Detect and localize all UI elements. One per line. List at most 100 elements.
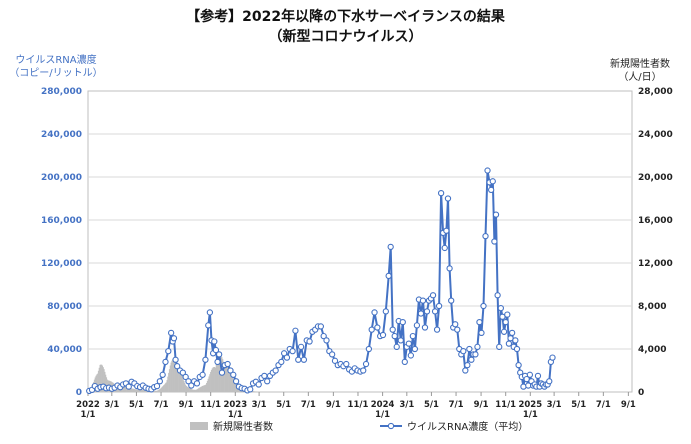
case-bar <box>199 387 201 392</box>
x-tick-label: 7/1 <box>301 400 316 410</box>
rna-data-point <box>482 232 489 240</box>
rna-data-point <box>387 243 394 251</box>
right-tick-label: 8,000 <box>638 302 666 312</box>
case-bar <box>169 365 171 392</box>
case-bar <box>160 387 162 392</box>
right-axis-title-line2: （人/日） <box>618 72 662 83</box>
x-tick-label: 7/1 <box>449 400 464 410</box>
rna-data-point <box>496 343 503 350</box>
rna-data-point <box>462 367 469 374</box>
case-bar <box>157 390 159 392</box>
case-bar <box>211 368 213 392</box>
case-bar <box>144 390 146 392</box>
left-tick-label: 200,000 <box>41 173 82 183</box>
rna-data-point <box>360 367 367 374</box>
rna-data-point <box>306 338 313 345</box>
rna-data-point <box>382 308 389 315</box>
rna-data-point <box>460 347 467 355</box>
rna-data-point <box>182 373 189 381</box>
case-bar <box>194 389 196 392</box>
rna-data-point <box>417 310 425 317</box>
x-tick-label: 7/1 <box>596 400 611 410</box>
x-tick-label: 3/1 <box>399 400 414 410</box>
rna-data-point <box>261 372 268 380</box>
case-bar <box>213 366 215 392</box>
rna-data-point <box>379 331 387 339</box>
case-bar <box>193 389 196 392</box>
rna-data-point <box>478 329 485 337</box>
legend-line-marker <box>387 422 395 430</box>
case-bar <box>195 389 197 392</box>
rna-data-point <box>153 382 161 390</box>
plot-area-border <box>87 90 633 393</box>
case-bar <box>255 391 257 392</box>
rna-data-point <box>368 326 375 333</box>
rna-data-point <box>300 356 308 363</box>
rna-data-point <box>227 367 234 374</box>
case-bar <box>127 388 129 392</box>
case-bar <box>143 389 145 392</box>
rna-data-point <box>421 324 429 331</box>
case-bar <box>162 385 164 392</box>
rna-data-point <box>165 347 172 355</box>
rna-data-point <box>125 383 132 390</box>
case-bar <box>100 364 102 392</box>
x-tick-label: 9/1 <box>179 400 194 410</box>
rna-data-point <box>255 381 262 388</box>
case-bar <box>217 358 219 392</box>
rna-data-point <box>474 343 481 350</box>
case-bar <box>214 367 217 392</box>
case-bar <box>200 386 202 392</box>
case-bar <box>228 367 230 392</box>
case-bar <box>174 362 176 392</box>
case-bar <box>187 387 189 392</box>
x-tick-label: 3/1 <box>252 400 267 410</box>
rna-data-point <box>413 322 421 329</box>
rna-data-point <box>484 167 491 174</box>
case-bar <box>181 372 183 392</box>
right-tick-label: 16,000 <box>638 216 673 226</box>
x-tick-label: 2024 <box>371 400 395 410</box>
case-bar <box>101 364 103 392</box>
case-bar <box>142 389 144 392</box>
rna-data-point <box>401 358 408 366</box>
rna-data-point <box>247 386 254 393</box>
rna-data-point <box>188 382 195 389</box>
case-bar <box>130 388 133 392</box>
rna-data-point <box>502 318 509 326</box>
rna-data-point <box>391 332 398 340</box>
left-tick-label: 40,000 <box>47 345 82 355</box>
case-bar <box>168 372 170 392</box>
case-bar <box>215 364 217 392</box>
case-bar <box>99 364 101 392</box>
rna-data-point <box>492 211 500 218</box>
rna-data-point <box>385 272 392 280</box>
x-tick-label: 11/1 <box>348 400 369 410</box>
rna-data-point <box>343 360 350 368</box>
rna-data-point <box>216 351 223 358</box>
x-tick-label: 5/1 <box>571 400 586 410</box>
case-bar <box>216 361 218 392</box>
case-bar <box>253 391 255 392</box>
rna-data-point <box>317 323 325 330</box>
rna-data-point <box>513 345 521 353</box>
rna-data-point <box>365 345 373 353</box>
left-tick-label: 280,000 <box>41 87 82 97</box>
rna-data-point <box>211 338 218 345</box>
case-bar <box>230 371 232 392</box>
case-bar <box>104 371 106 392</box>
case-bar <box>137 389 139 392</box>
rna-data-point <box>491 238 498 245</box>
rna-data-point <box>331 357 339 364</box>
rna-data-point <box>409 332 417 340</box>
legend-bar-label: 新規陽性者数 <box>213 420 273 433</box>
case-bar <box>185 384 187 392</box>
legend-line-label: ウイルスRNA濃度（平均） <box>407 420 528 433</box>
rna-data-point <box>292 327 299 334</box>
case-bar <box>177 365 179 392</box>
rna-data-point <box>212 346 220 354</box>
rna-data-point <box>289 347 296 355</box>
case-bar <box>97 370 99 392</box>
case-bar <box>98 367 100 392</box>
